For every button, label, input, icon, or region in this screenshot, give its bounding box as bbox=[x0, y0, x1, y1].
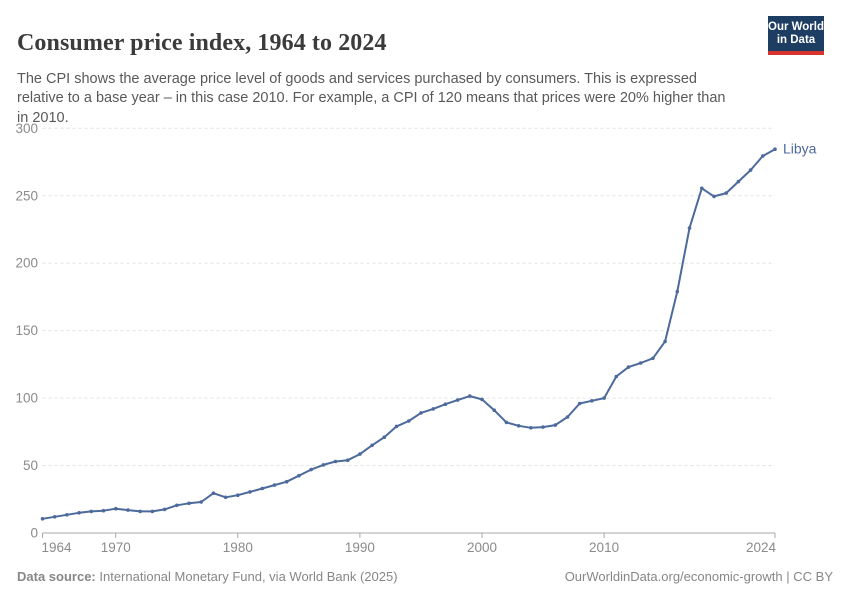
data-point-marker bbox=[297, 473, 301, 478]
data-point-marker bbox=[687, 226, 692, 230]
data-point-marker bbox=[187, 501, 191, 506]
data-point-marker bbox=[577, 401, 582, 406]
data-point-marker bbox=[309, 467, 313, 472]
data-point-marker bbox=[101, 508, 106, 513]
data-point-marker bbox=[321, 463, 326, 467]
x-tick-label: 2024 bbox=[746, 540, 777, 555]
data-point-marker bbox=[443, 402, 448, 407]
data-point-marker bbox=[333, 459, 338, 464]
footer-separator: | bbox=[782, 569, 794, 584]
y-tick-label: 250 bbox=[15, 188, 38, 203]
data-point-marker bbox=[394, 424, 399, 429]
data-point-marker bbox=[712, 194, 716, 199]
y-tick-label: 300 bbox=[15, 121, 38, 136]
data-point-marker bbox=[150, 509, 155, 514]
data-point-marker bbox=[748, 168, 753, 172]
footer-license-label: CC BY bbox=[793, 569, 833, 584]
data-point-marker bbox=[248, 490, 252, 494]
footer-url[interactable]: OurWorldinData.org/economic-growth bbox=[564, 569, 783, 584]
footer-license: OurWorldinData.org/economic-growth | CC … bbox=[565, 569, 833, 584]
data-point-marker bbox=[553, 423, 558, 427]
data-point-marker bbox=[199, 500, 203, 504]
data-source-label: Data source: bbox=[17, 569, 96, 584]
x-tick-label: 1980 bbox=[223, 540, 253, 555]
data-point-marker bbox=[516, 424, 521, 428]
data-point-marker bbox=[419, 411, 423, 415]
y-tick-label: 200 bbox=[15, 256, 38, 271]
data-point-marker bbox=[358, 452, 362, 456]
x-tick-label: 2000 bbox=[467, 540, 497, 555]
data-point-marker bbox=[492, 408, 497, 413]
data-point-marker bbox=[89, 509, 94, 514]
data-source-note: Data source: International Monetary Fund… bbox=[17, 569, 398, 584]
data-point-marker bbox=[40, 517, 45, 521]
x-tick-label: 1990 bbox=[345, 540, 375, 555]
data-point-marker bbox=[663, 339, 667, 344]
page-title: Consumer price index, 1964 to 2024 bbox=[17, 30, 387, 57]
data-point-marker bbox=[138, 509, 142, 514]
chart-footer: Data source: International Monetary Fund… bbox=[17, 569, 833, 584]
data-point-marker bbox=[284, 479, 289, 484]
data-point-marker bbox=[211, 491, 216, 496]
data-point-marker bbox=[529, 426, 533, 430]
data-point-marker bbox=[700, 186, 704, 191]
data-point-marker bbox=[407, 419, 411, 423]
data-point-marker bbox=[370, 443, 374, 448]
data-point-marker bbox=[260, 486, 265, 491]
data-point-marker bbox=[614, 374, 619, 379]
data-point-marker bbox=[236, 493, 240, 498]
data-point-marker bbox=[223, 495, 228, 500]
data-point-marker bbox=[504, 420, 509, 425]
data-point-marker bbox=[724, 191, 728, 195]
data-point-marker bbox=[541, 425, 545, 429]
data-point-marker bbox=[626, 365, 631, 369]
y-tick-label: 150 bbox=[15, 323, 38, 338]
data-point-marker bbox=[590, 399, 594, 403]
data-point-marker bbox=[431, 407, 436, 411]
owid-logo: Our World in Data bbox=[768, 16, 824, 55]
data-point-marker bbox=[638, 361, 643, 365]
data-point-marker bbox=[468, 394, 472, 398]
data-point-marker bbox=[272, 483, 277, 487]
data-point-marker bbox=[382, 435, 387, 440]
line-series-libya bbox=[41, 148, 776, 520]
data-point-marker bbox=[77, 511, 81, 515]
y-tick-label: 0 bbox=[30, 526, 38, 541]
data-point-marker bbox=[162, 507, 167, 512]
data-point-marker bbox=[114, 506, 118, 511]
data-point-marker bbox=[52, 515, 57, 519]
data-point-marker bbox=[761, 154, 765, 158]
data-point-marker bbox=[565, 415, 570, 419]
page-subtitle: The CPI shows the average price level of… bbox=[17, 70, 726, 126]
data-point-marker bbox=[773, 147, 777, 151]
x-tick-label: 1964 bbox=[42, 540, 73, 555]
x-tick-label: 2010 bbox=[589, 540, 619, 555]
data-point-marker bbox=[126, 508, 130, 512]
x-tick-label: 1970 bbox=[101, 540, 131, 555]
owid-logo-line2: in Data bbox=[776, 34, 816, 46]
data-source-text: International Monetary Fund, via World B… bbox=[95, 569, 398, 584]
data-point-marker bbox=[602, 396, 606, 400]
owid-logo-line1: Our World bbox=[768, 21, 825, 33]
data-point-marker bbox=[736, 179, 741, 184]
data-point-marker bbox=[651, 356, 655, 361]
y-tick-label: 50 bbox=[23, 458, 38, 473]
data-point-marker bbox=[675, 289, 680, 294]
data-point-marker bbox=[175, 503, 179, 508]
data-point-marker bbox=[65, 513, 69, 517]
entity-label: Libya bbox=[783, 141, 817, 157]
data-point-marker bbox=[345, 458, 350, 463]
y-tick-label: 100 bbox=[15, 391, 38, 406]
data-point-marker bbox=[480, 397, 484, 402]
data-point-marker bbox=[455, 398, 460, 402]
